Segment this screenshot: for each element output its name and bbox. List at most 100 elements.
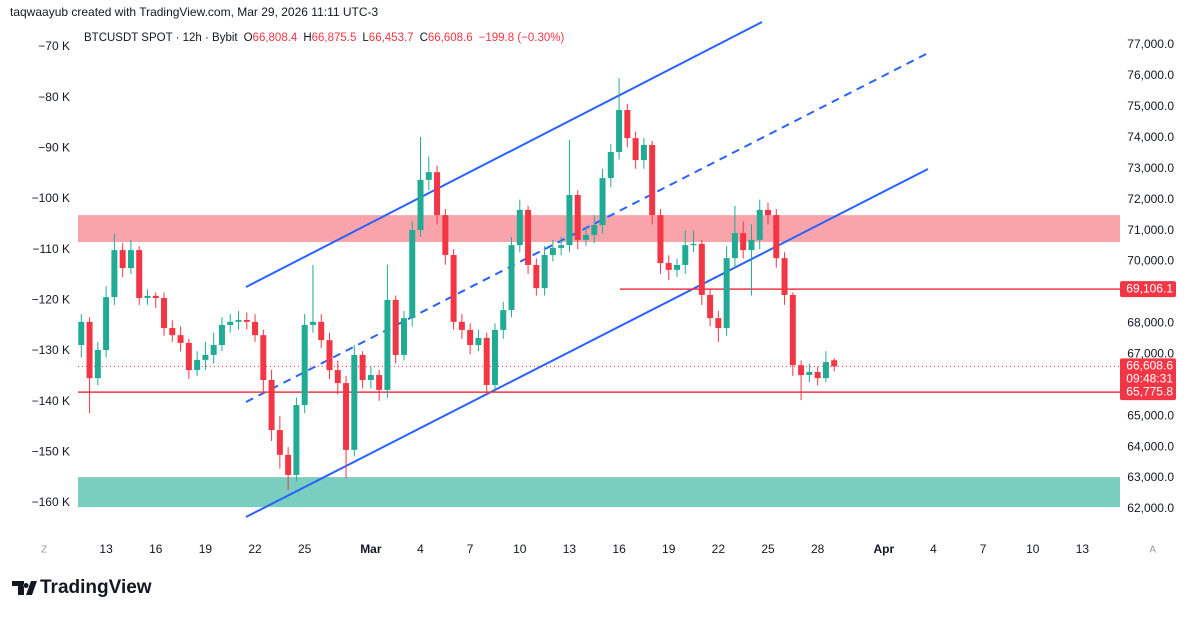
y-tick-label: 71,000.0 <box>1127 223 1174 237</box>
candle-body <box>169 328 176 336</box>
y-tick-label: 73,000.0 <box>1127 161 1174 175</box>
axes: 62,000.063,000.064,000.065,000.066,000.0… <box>32 37 1176 556</box>
candle-body <box>78 321 85 346</box>
y2-tick-label: −90 K <box>38 141 70 155</box>
candle-body <box>806 371 813 376</box>
candle-body <box>789 294 796 366</box>
candle-body <box>194 359 201 371</box>
y-tick-label: 75,000.0 <box>1127 99 1174 113</box>
candle-body <box>359 354 366 380</box>
candle-body <box>144 295 151 299</box>
candle-body <box>475 337 482 346</box>
price-label-box <box>1120 384 1176 401</box>
candle-body <box>731 233 738 259</box>
change: −199.8 (−0.30%) <box>479 32 565 44</box>
candle-body <box>491 329 498 385</box>
candle-body <box>318 321 325 341</box>
candle-body <box>400 318 407 355</box>
candle-body <box>185 342 192 371</box>
candle-body <box>607 152 614 179</box>
candle-body <box>103 297 110 350</box>
candle-body <box>740 233 747 251</box>
candle-body <box>218 324 225 346</box>
candle-body <box>525 209 532 265</box>
candle-body <box>500 310 507 330</box>
candle-body <box>376 375 383 390</box>
candle-body <box>425 172 432 180</box>
candle-body <box>285 454 292 475</box>
x-tick-label: A <box>1149 545 1156 556</box>
candle-body <box>640 144 647 161</box>
credit: taqwaayub created with TradingView.com, … <box>10 5 379 19</box>
x-tick-label: 16 <box>612 542 626 556</box>
y2-tick-label: −130 K <box>32 343 70 357</box>
candle-body <box>698 243 705 295</box>
channel-middle <box>245 52 929 403</box>
x-tick-label: 28 <box>811 542 825 556</box>
legend: BTCUSDT SPOT · 12h · Bybit O66,808.4 H66,8… <box>84 32 564 44</box>
resistance-zone <box>78 215 1120 243</box>
x-tick-label: 4 <box>930 542 937 556</box>
y-tick-label: 68,000.0 <box>1127 316 1174 330</box>
candle-body <box>136 250 143 299</box>
candle-body <box>177 335 184 343</box>
channel-upper <box>245 21 763 288</box>
candle-body <box>707 294 714 319</box>
candle-body <box>293 405 300 475</box>
candle-body <box>558 245 565 248</box>
y2-tick-label: −140 K <box>32 394 70 408</box>
ohlc-value: 66,875.5 <box>312 32 357 44</box>
y-tick-label: 77,000.0 <box>1127 37 1174 51</box>
brand: TradingView <box>40 577 152 598</box>
zones <box>78 215 1120 508</box>
candle-body <box>616 109 623 153</box>
x-tick-label: 13 <box>99 542 113 556</box>
candle-body <box>127 250 134 269</box>
candle-body <box>632 138 639 161</box>
candle-body <box>458 321 465 330</box>
candle-body <box>814 371 821 379</box>
x-tick-label: 4 <box>417 542 424 556</box>
candle-body <box>533 264 540 289</box>
y2-tick-label: −150 K <box>32 445 70 459</box>
candle-body <box>831 360 838 367</box>
candle-body <box>326 340 333 371</box>
x-tick-label: 10 <box>1026 542 1040 556</box>
candle-body <box>268 379 275 431</box>
candle-body <box>649 144 656 216</box>
candle-body <box>252 321 259 336</box>
footer: TradingView <box>12 577 152 598</box>
x-tick-label: Z <box>41 545 47 556</box>
y-tick-label: 63,000.0 <box>1127 470 1174 484</box>
x-tick-label: 19 <box>662 542 676 556</box>
candle-body <box>673 264 680 270</box>
candle-body <box>334 370 341 384</box>
y-tick-label: 72,000.0 <box>1127 192 1174 206</box>
countdown-label: 09:48:31 <box>1126 372 1173 386</box>
candle-body <box>541 255 548 289</box>
candle-body <box>260 335 267 380</box>
candle-body <box>822 362 829 379</box>
candle-body <box>392 299 399 355</box>
candle-body <box>591 225 598 235</box>
x-tick-label: 13 <box>1076 542 1090 556</box>
price-label-box <box>1120 358 1176 388</box>
candle-body <box>86 321 93 379</box>
y2-tick-label: −160 K <box>32 495 70 509</box>
candle-body <box>665 263 672 270</box>
candle-body <box>442 215 449 256</box>
ohlc-key: H <box>303 32 311 44</box>
y2-tick-label: −110 K <box>33 242 70 256</box>
y-tick-label: 67,000.0 <box>1127 346 1174 360</box>
candle-body <box>483 337 490 385</box>
candle-body <box>227 321 234 325</box>
price-label: 65,775.8 <box>1126 384 1173 398</box>
x-tick-label: 22 <box>712 542 726 556</box>
ohlc-value: 66,608.6 <box>428 32 473 44</box>
candle-body <box>715 318 722 329</box>
x-tick-label: 7 <box>980 542 987 556</box>
candle-body <box>309 321 316 325</box>
candle-body <box>516 209 523 246</box>
candles <box>78 78 838 491</box>
